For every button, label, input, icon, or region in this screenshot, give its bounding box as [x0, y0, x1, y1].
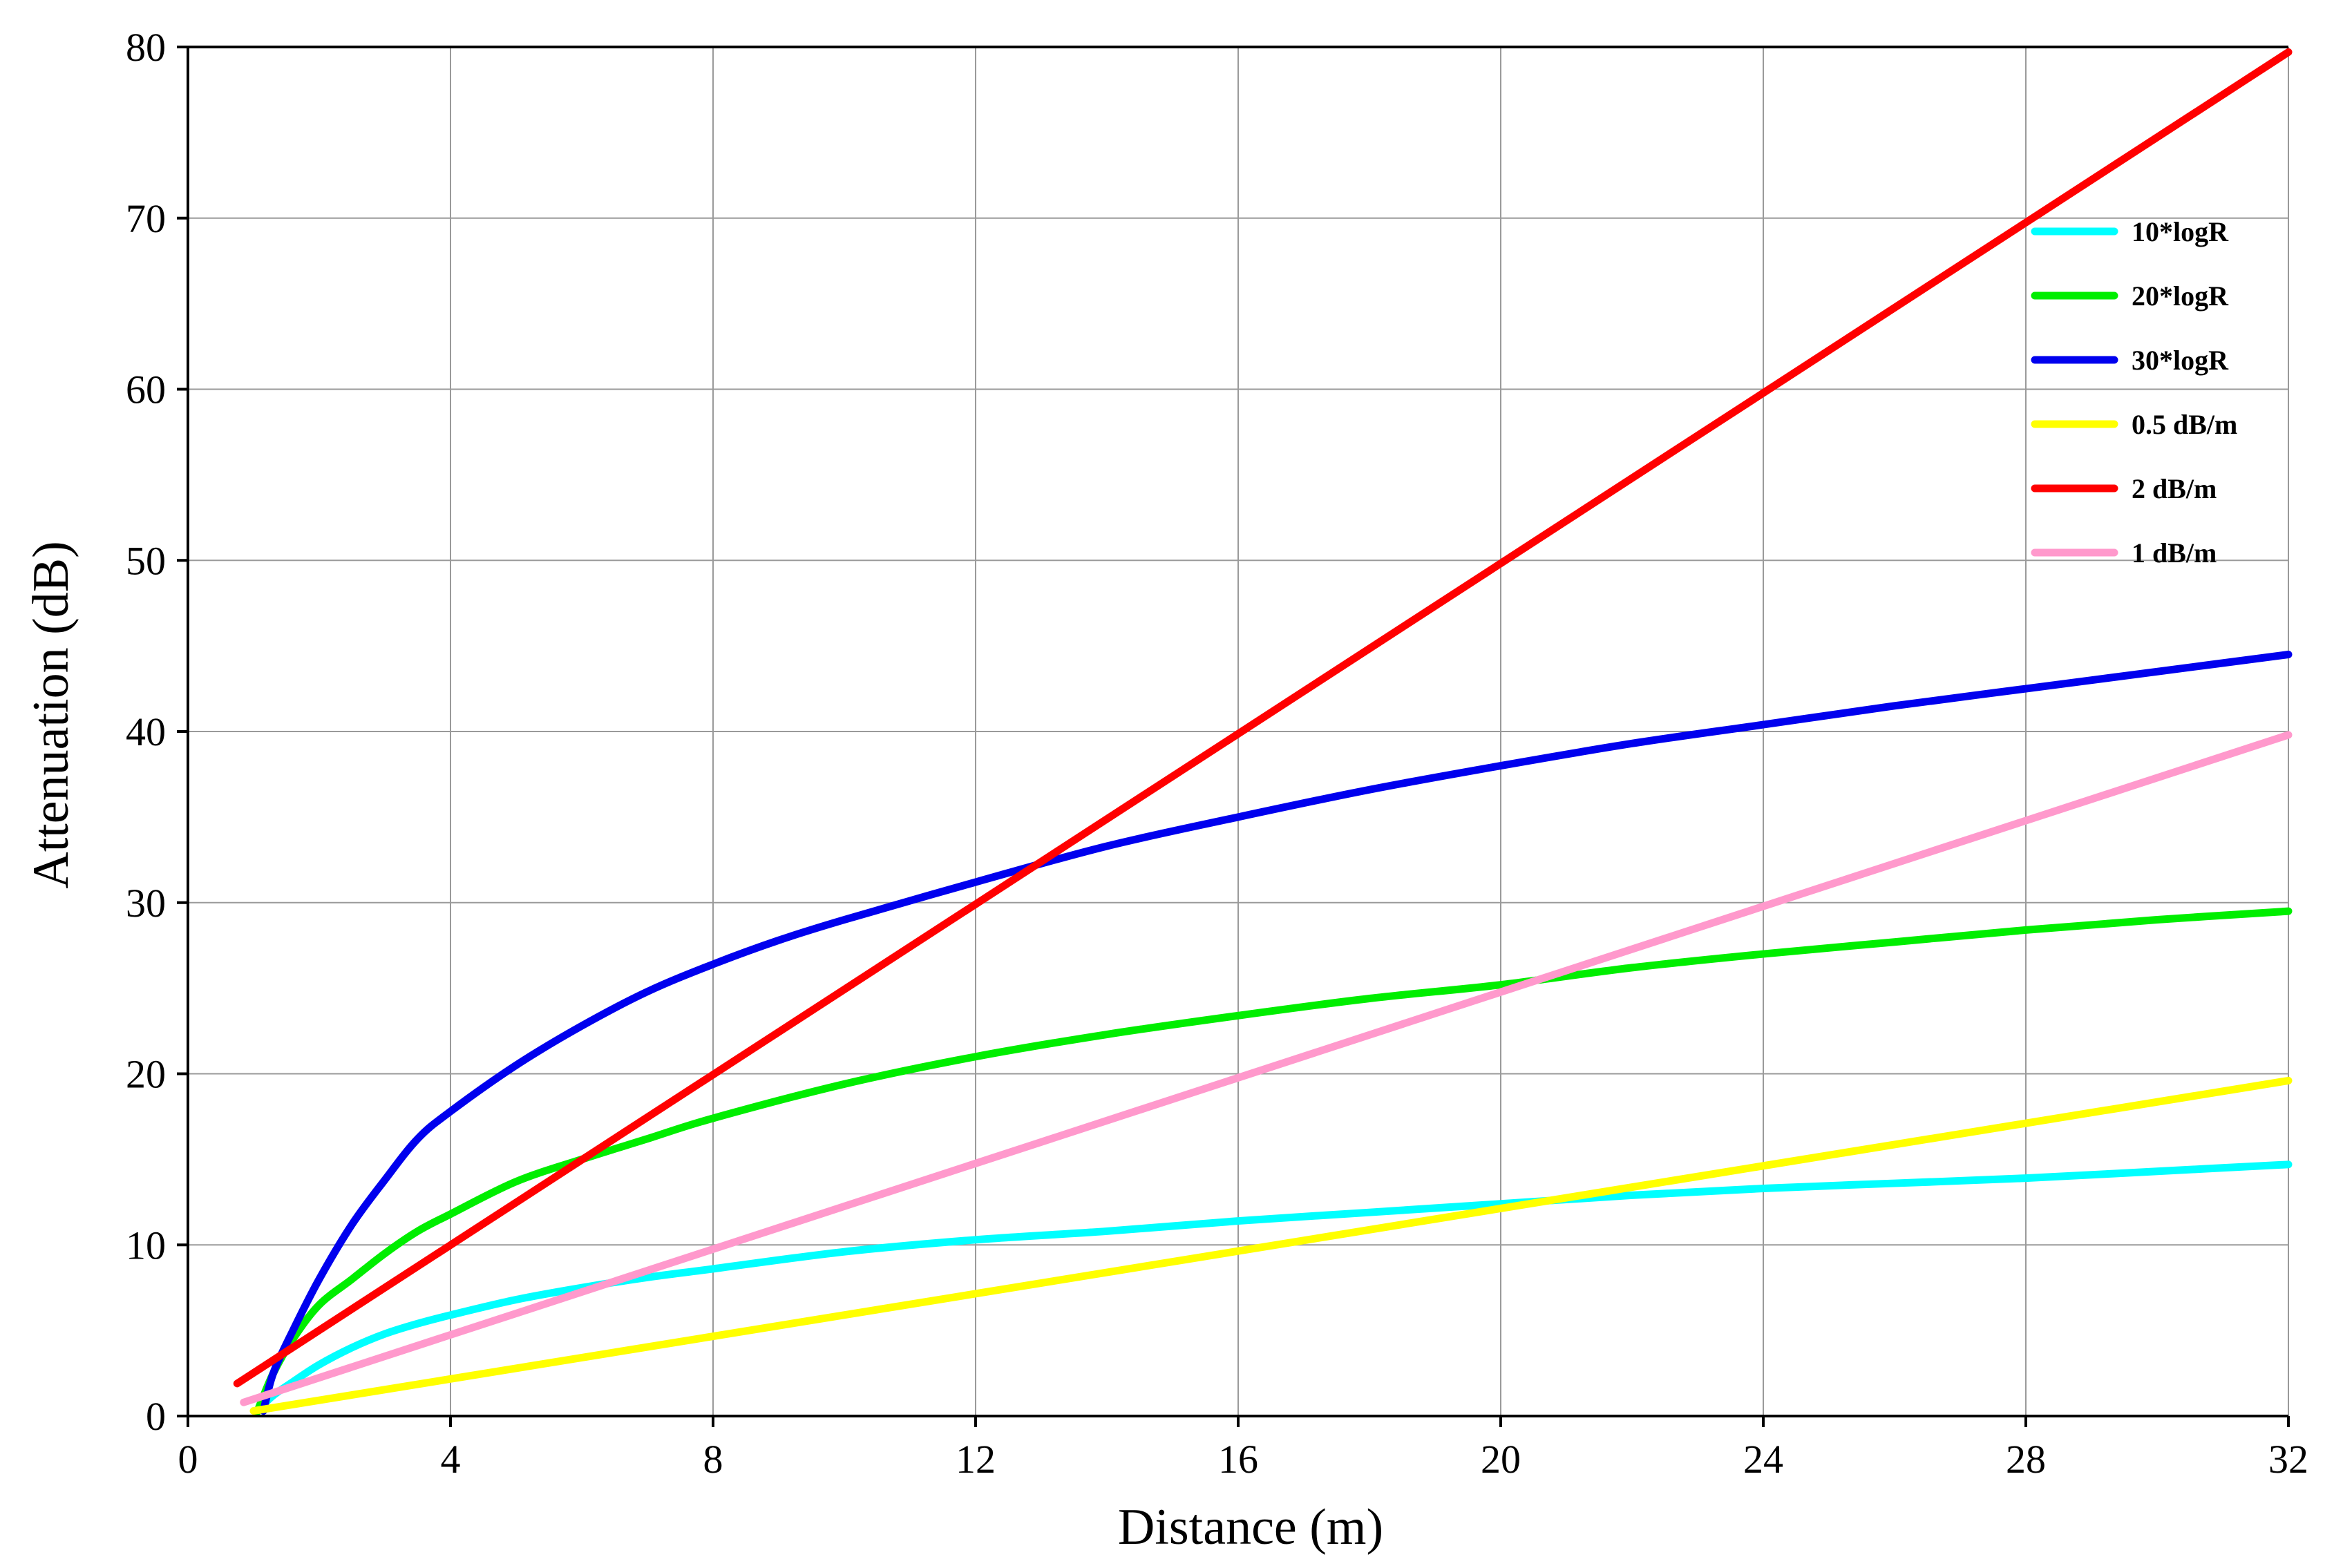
x-tick-label: 32 — [2268, 1437, 2308, 1482]
x-tick-label: 4 — [441, 1437, 461, 1482]
y-tick-label: 70 — [126, 196, 166, 241]
series-line-1-db-m — [240, 731, 2293, 1406]
x-tick-label: 28 — [2006, 1437, 2046, 1482]
series-line-10-logr — [253, 1160, 2293, 1415]
x-axis-title: Distance (m) — [1118, 1499, 1383, 1556]
legend: 10*logR 20*logR 30*logR 0.5 dB/m 2 dB/m 1 dB/… — [2031, 216, 2237, 568]
grid — [188, 46, 2289, 1416]
y-axis-ticks: 0 10 20 30 40 50 60 70 80 — [126, 25, 188, 1439]
legend-label-30-logr: 30*logR — [2132, 345, 2229, 376]
x-tick-label: 0 — [178, 1437, 198, 1482]
legend-label-2-db-m: 2 dB/m — [2132, 473, 2217, 504]
series-line-2-db-m — [233, 48, 2293, 1388]
x-tick-label: 12 — [956, 1437, 996, 1482]
y-tick-label: 50 — [126, 538, 166, 583]
series-lines — [233, 48, 2293, 1417]
legend-label-20-logr: 20*logR — [2132, 280, 2229, 312]
y-tick-label: 20 — [126, 1052, 166, 1097]
x-tick-label: 24 — [1743, 1437, 1783, 1482]
series-line-30-logr — [259, 651, 2293, 1415]
x-tick-label: 16 — [1218, 1437, 1258, 1482]
y-tick-label: 10 — [126, 1223, 166, 1268]
x-tick-label: 20 — [1481, 1437, 1521, 1482]
y-tick-label: 60 — [126, 367, 166, 412]
y-tick-label: 40 — [126, 709, 166, 754]
legend-label-1-db-m: 1 dB/m — [2132, 537, 2217, 568]
legend-label-0-5-db-m: 0.5 dB/m — [2132, 409, 2237, 440]
y-tick-label: 0 — [146, 1394, 166, 1439]
series-line-0-5-db-m — [249, 1076, 2293, 1415]
y-axis-title: Attenuation (dB) — [23, 541, 79, 889]
y-tick-label: 30 — [126, 881, 166, 926]
y-tick-label: 80 — [126, 25, 166, 70]
legend-label-10-logr: 10*logR — [2132, 216, 2229, 247]
series-line-20-logr — [253, 907, 2293, 1417]
x-tick-label: 8 — [703, 1437, 723, 1482]
x-axis-ticks: 0 4 8 12 16 20 24 28 32 — [178, 1416, 2308, 1482]
